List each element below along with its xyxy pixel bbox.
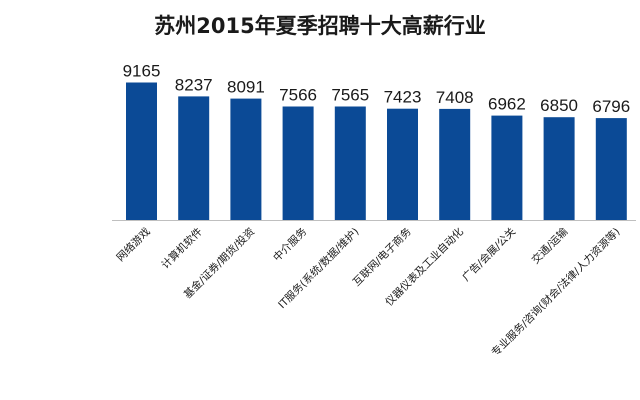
data-label-4: 7565: [331, 86, 369, 105]
data-label-6: 7408: [436, 88, 474, 107]
data-labels-group: 9165 8237 8091 7566 7565 7423 7408 6962 6850 6796: [123, 62, 631, 117]
bar-7: [491, 115, 523, 220]
data-label-8: 6850: [540, 96, 578, 115]
bar-0: [126, 82, 157, 220]
bar-9: [595, 118, 627, 220]
x-tick-label-1: 计算机软件: [159, 225, 205, 271]
data-label-3: 7566: [279, 86, 317, 105]
bar-6: [439, 108, 471, 220]
chart-title: 苏州2015年夏季招聘十大高薪行业: [154, 14, 485, 38]
data-label-0: 9165: [123, 62, 161, 81]
data-label-2: 8091: [227, 78, 265, 97]
bar-1: [178, 96, 210, 220]
bar-2: [230, 98, 262, 220]
bar-3: [282, 106, 314, 220]
x-tick-label-8: 交通/运输: [529, 225, 571, 267]
data-label-5: 7423: [384, 88, 422, 107]
bar-5: [387, 108, 418, 220]
bars-group: [126, 82, 627, 220]
bar-4: [334, 106, 366, 220]
data-label-1: 8237: [175, 75, 213, 94]
x-tick-label-3: 中介服务: [270, 225, 309, 264]
data-label-9: 6796: [592, 97, 630, 116]
data-label-7: 6962: [488, 95, 526, 114]
x-tick-label-0: 网络游戏: [114, 225, 153, 264]
bar-8: [543, 117, 575, 220]
x-tick-label-7: 广告/会展/公关: [459, 225, 518, 284]
